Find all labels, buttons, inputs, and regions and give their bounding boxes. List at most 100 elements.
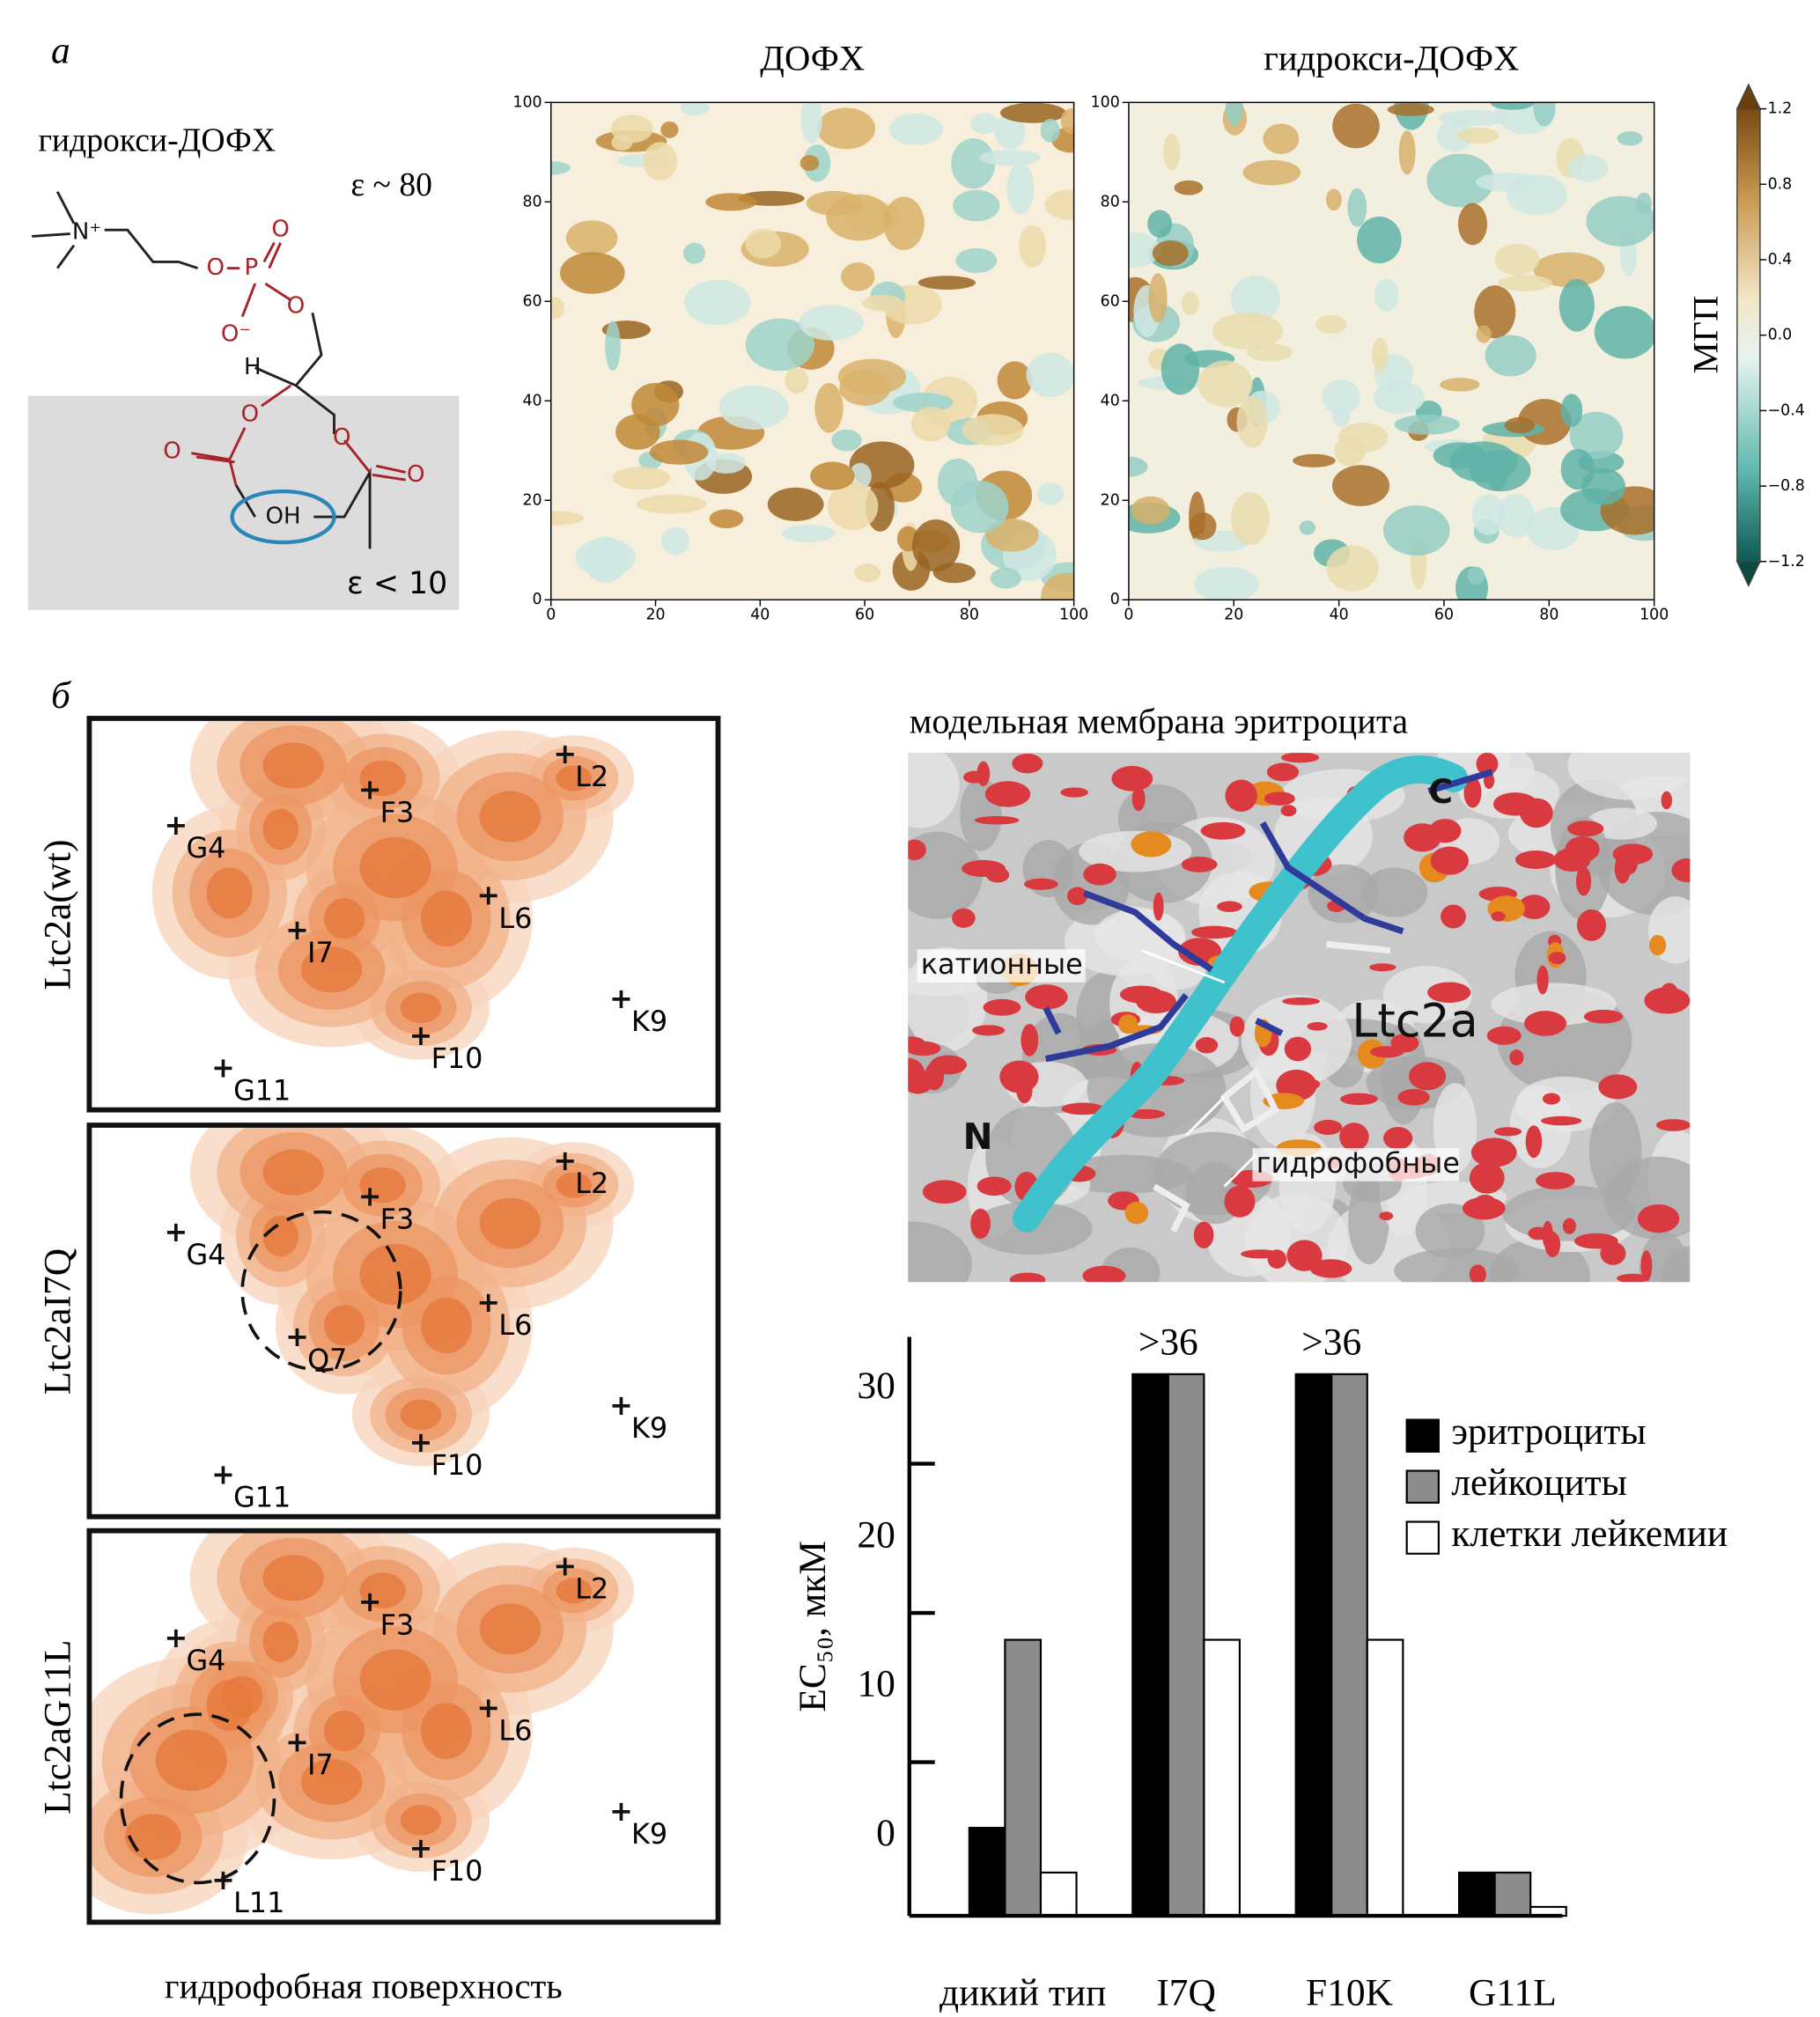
contour-blob: [1174, 180, 1204, 195]
x-tick-label: G11L: [1469, 1971, 1557, 2013]
contour-blob: [1498, 275, 1552, 291]
colorbar-tick-label: 0.8: [1768, 175, 1793, 193]
contour-blob: [1617, 131, 1643, 146]
y-tick-label: 20: [857, 1513, 895, 1556]
contour-blob: [718, 385, 789, 430]
contour-blob: [1475, 172, 1541, 192]
polar-patch: [1493, 792, 1537, 816]
bar: [968, 1827, 1006, 1918]
x-tick-label: 40: [750, 607, 770, 624]
density-blob: [323, 1710, 365, 1752]
residue-label: G4: [186, 1238, 225, 1271]
polar-patch: [963, 770, 986, 784]
contour-blob: [831, 429, 862, 452]
structure-label: катионные: [921, 947, 1083, 981]
structure-label: Ltc2a: [1352, 996, 1477, 1049]
density-blob: [421, 1703, 472, 1759]
density-blob: [556, 1578, 593, 1604]
polar-patch: [1225, 779, 1257, 813]
contour-blob: [550, 511, 585, 526]
density-blob: [262, 1621, 298, 1662]
density-blob: [323, 1305, 365, 1346]
contour-blob: [1263, 123, 1300, 154]
surface-bump: [1308, 864, 1380, 924]
polar-patch: [1661, 791, 1672, 810]
polar-patch: [1012, 754, 1043, 774]
polar-patch: [1127, 1108, 1166, 1119]
surface-bump: [1094, 909, 1186, 962]
x-tick-label: 20: [1224, 607, 1243, 624]
colorbar-tick-label: −0.4: [1768, 401, 1805, 419]
contour-blob: [1299, 520, 1316, 535]
contour-blob: [910, 406, 951, 442]
contour-blob: [584, 536, 628, 584]
atom-label: O: [287, 293, 306, 320]
polar-patch: [1440, 990, 1454, 999]
contour-blob: [631, 382, 680, 427]
contour-blob: [826, 194, 892, 241]
epsilon-label: ε < 10: [347, 566, 447, 601]
polar-patch: [1340, 1093, 1378, 1106]
contour-blob: [1325, 188, 1342, 211]
contour-blob: [1398, 130, 1416, 175]
heatmap-title: ДОФХ: [760, 38, 865, 77]
structure-title: модельная мембрана эритроцита: [910, 702, 1408, 741]
polar-patch: [1191, 925, 1238, 939]
map-label: Ltc2aI7Q: [36, 1248, 78, 1395]
polar-patch: [1574, 1233, 1618, 1249]
contour-blob: [1426, 153, 1495, 208]
residue-label: L2: [575, 1167, 608, 1200]
polar-patch: [1491, 911, 1506, 922]
density-blob: [359, 1649, 431, 1711]
atom-label: P: [244, 254, 258, 281]
polar-patch: [1542, 1093, 1561, 1105]
polar-patch: [1655, 1119, 1691, 1131]
structure-bonds: [32, 191, 372, 549]
surface-bump: [1057, 1154, 1192, 1194]
residue-label: F3: [380, 1203, 415, 1236]
residue-label: L6: [498, 1714, 532, 1748]
residue-marker: +: [553, 1144, 577, 1177]
contour-blob: [950, 480, 1009, 534]
residue-label: K9: [631, 1817, 667, 1851]
polar-patch: [1131, 786, 1146, 812]
y-tick-label: 60: [523, 292, 542, 310]
x-tick-label: 80: [1539, 607, 1558, 624]
bar: [1457, 1871, 1496, 1918]
polar-patch: [971, 1025, 1006, 1036]
bar: [1294, 1373, 1333, 1918]
polar-patch: [1016, 1078, 1033, 1104]
contour-blob: [1036, 482, 1065, 505]
atom-label: O⁻: [221, 320, 251, 347]
polar-patch: [1280, 805, 1297, 817]
polar-patch: [1470, 1137, 1517, 1167]
residue-marker: +: [476, 1690, 500, 1724]
residue-marker: +: [211, 1863, 235, 1896]
residue-marker: +: [476, 1285, 500, 1319]
contour-blob: [997, 361, 1033, 400]
polar-patch: [1111, 766, 1153, 791]
contour-blob: [1000, 102, 1066, 123]
density-blob: [421, 1297, 472, 1354]
residue-label: F10: [431, 1042, 483, 1075]
x-tick-label: 0: [546, 607, 556, 624]
contour-blob: [1569, 411, 1624, 460]
density-blob: [262, 1149, 324, 1196]
residue-label: K9: [631, 1411, 667, 1445]
y-tick-label: 40: [523, 392, 542, 409]
panel-letter: б: [51, 674, 72, 717]
contour-blob: [1225, 102, 1243, 127]
polar-patch: [983, 998, 1021, 1016]
contour-blob: [1128, 456, 1148, 477]
surface-bump: [1586, 807, 1658, 840]
colorbar-extend: [1735, 561, 1762, 588]
contour-blob: [767, 487, 824, 521]
contour-blob: [1533, 102, 1556, 127]
y-tick-label: 80: [523, 193, 542, 210]
density-blob: [479, 1197, 542, 1249]
residue-label: G11: [233, 1480, 291, 1513]
contour-blob: [799, 305, 864, 341]
map-frame: [86, 716, 721, 1113]
polar-patch: [1339, 1123, 1369, 1152]
contour-blob: [745, 228, 781, 259]
